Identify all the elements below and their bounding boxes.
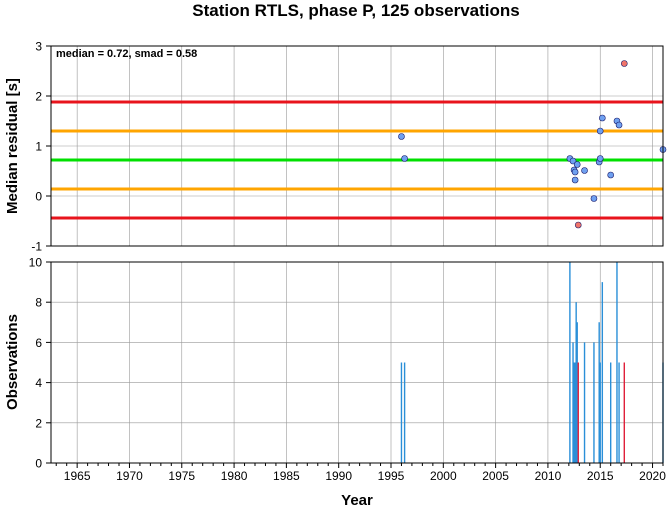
residual-point bbox=[596, 127, 604, 135]
observations-y-tick-label: 2 bbox=[35, 416, 42, 430]
residual-y-tick-label: -1 bbox=[31, 240, 42, 254]
residual-point bbox=[398, 133, 405, 140]
residual-y-tick-label: 2 bbox=[35, 90, 42, 104]
year-x-tick-label: 2005 bbox=[482, 469, 509, 483]
year-x-tick-label: 2015 bbox=[587, 469, 614, 483]
residual-point bbox=[581, 167, 588, 174]
residual-point bbox=[590, 195, 598, 202]
year-x-tick-label: 2010 bbox=[535, 469, 562, 483]
residual-grid bbox=[51, 45, 663, 247]
chart-title: Station RTLS, phase P, 125 observations bbox=[192, 1, 520, 20]
residual-outlier-point bbox=[574, 221, 582, 229]
residual-outlier-point bbox=[620, 60, 628, 67]
residual-y-ticks: -1 0 1 2 3 bbox=[31, 40, 51, 254]
observations-plot-background bbox=[51, 262, 663, 463]
observations-y-tick-label: 0 bbox=[35, 457, 42, 471]
residual-y-tick-label: 0 bbox=[35, 190, 42, 204]
observations-y-tick-label: 6 bbox=[35, 336, 42, 350]
median-smad-annotation: median = 0.72, smad = 0.58 bbox=[56, 48, 197, 60]
residual-point bbox=[573, 161, 581, 168]
residual-y-tick-label: 1 bbox=[35, 140, 42, 154]
residual-panel: -1 0 1 2 3 median = 0.72, smad = 0.58 Median… bbox=[4, 40, 667, 254]
year-x-tick-label: 2000 bbox=[430, 469, 457, 483]
residual-point bbox=[401, 155, 408, 162]
residual-point bbox=[569, 157, 577, 165]
residual-point bbox=[571, 168, 579, 176]
year-x-tick-label: 1975 bbox=[168, 469, 195, 483]
observations-panel: 0 2 4 6 8 10 1965 1970 1975 1980 1985 1990 1995 2000… bbox=[4, 256, 666, 510]
residual-point bbox=[596, 155, 604, 162]
residual-reference-lines bbox=[51, 100, 663, 220]
year-x-tick-label: 2020 bbox=[639, 469, 666, 483]
observations-y-ticks: 0 2 4 6 8 10 bbox=[29, 256, 51, 471]
observations-y-tick-label: 4 bbox=[35, 376, 42, 390]
residual-point bbox=[571, 176, 579, 184]
year-x-tick-label: 1995 bbox=[378, 469, 405, 483]
year-x-tick-label: 1980 bbox=[221, 469, 248, 483]
observations-y-axis-label: Observations bbox=[4, 314, 21, 410]
residual-y-tick-label: 3 bbox=[35, 40, 42, 54]
observations-y-tick-label: 10 bbox=[29, 256, 43, 270]
observations-y-tick-label: 8 bbox=[35, 296, 42, 310]
year-x-tick-label: 1985 bbox=[273, 469, 300, 483]
year-x-ticks: 1965 1970 1975 1980 1985 1990 1995 2000 2005 2010… bbox=[55, 463, 666, 483]
residual-point bbox=[607, 171, 614, 179]
observation-bars bbox=[400, 262, 664, 463]
residual-points bbox=[398, 60, 667, 229]
observations-plot-frame bbox=[50, 261, 664, 464]
year-x-tick-label: 1965 bbox=[64, 469, 91, 483]
year-x-tick-label: 1990 bbox=[325, 469, 352, 483]
year-x-tick-label: 1970 bbox=[116, 469, 143, 483]
residual-point bbox=[599, 114, 606, 122]
residual-point bbox=[615, 121, 623, 129]
year-x-axis-label: Year bbox=[341, 492, 373, 509]
residual-y-axis-label: Median residual [s] bbox=[4, 78, 21, 214]
